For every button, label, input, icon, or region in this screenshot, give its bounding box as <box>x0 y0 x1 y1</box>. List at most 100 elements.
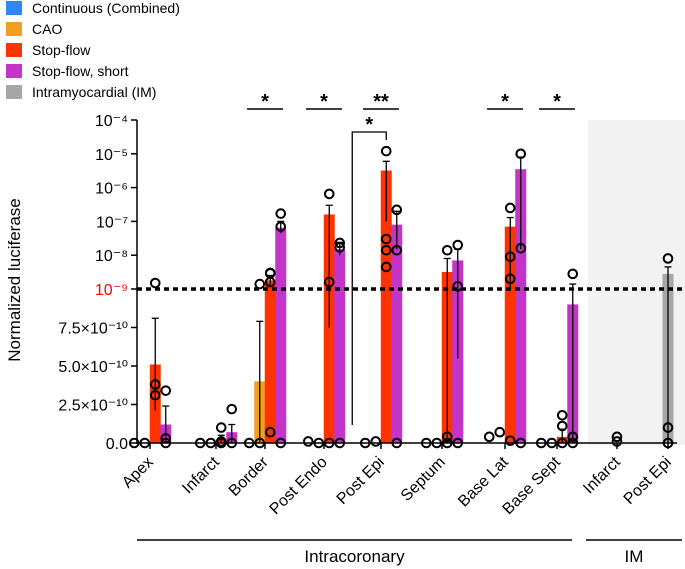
legend-item-stop-flow-short: Stop-flow, short <box>6 63 129 79</box>
data-point <box>264 268 276 279</box>
x-tick-label: Apex <box>119 454 157 492</box>
data-point <box>515 243 527 254</box>
data-point <box>611 431 623 443</box>
data-point <box>494 426 506 438</box>
data-point <box>149 379 161 390</box>
group-label: IM <box>625 547 644 566</box>
data-point <box>264 426 276 438</box>
data-point <box>302 436 314 447</box>
data-point <box>556 420 568 432</box>
x-tick-label: Base Sept <box>500 453 565 518</box>
y-axis: 0.0 2.5×10⁻¹⁰ 5.0×10⁻¹⁰ 7.5×10⁻¹⁰ 10⁻⁸ 10⁻⁷ 10… <box>58 113 138 453</box>
data-point <box>226 403 238 415</box>
significance-layer: * * **** * <box>247 91 575 425</box>
data-point <box>370 436 382 447</box>
data-point <box>275 208 287 219</box>
data-point <box>504 435 516 446</box>
x-tick-label: Post Epi <box>621 454 675 508</box>
data-point <box>483 431 495 443</box>
legend-label: Intramyocardial (IM) <box>32 84 157 100</box>
legend-item-stop-flow: Stop-flow <box>6 42 90 58</box>
x-tick-label: Infarct <box>580 453 624 497</box>
y-axis-label: Normalized luciferase <box>5 198 24 361</box>
threshold-label: 10⁻⁹ <box>95 282 128 299</box>
data-point <box>391 204 403 216</box>
group-labels-layer: Intracoronary IM <box>137 539 682 566</box>
legend-label: Stop-flow <box>32 42 91 58</box>
legend-swatch-continuous <box>6 1 22 15</box>
data-point <box>149 277 161 289</box>
legend-swatch-stop-flow-short <box>6 64 22 78</box>
data-point <box>380 233 392 245</box>
significance-label: * <box>261 91 269 113</box>
data-point <box>441 244 453 256</box>
legend-swatch-im <box>6 85 22 99</box>
data-point <box>567 431 579 443</box>
legend-item-im: Intramyocardial (IM) <box>6 84 156 100</box>
legend-label: Continuous (Combined) <box>32 0 180 16</box>
x-tick-label: Post Endo <box>267 454 331 518</box>
bar <box>275 227 287 443</box>
bar <box>380 170 392 443</box>
data-point <box>504 202 516 214</box>
data-point <box>452 281 464 292</box>
x-tick-label: Post Epi <box>334 454 388 508</box>
bar <box>323 214 335 443</box>
data-point <box>556 409 568 421</box>
data-point <box>662 422 674 433</box>
bar <box>504 226 516 443</box>
y-tick-label: 10⁻⁵ <box>95 147 128 164</box>
data-point <box>441 431 453 443</box>
data-point <box>254 278 266 290</box>
bar <box>264 280 276 443</box>
data-point <box>149 389 161 401</box>
legend-swatch-cao <box>6 22 22 36</box>
data-point <box>323 276 335 288</box>
data-point <box>160 385 172 396</box>
x-tick-label: Infarct <box>179 453 223 497</box>
x-tick-label: Septum <box>398 454 449 505</box>
data-point <box>662 253 674 264</box>
legend-item-cao: CAO <box>6 21 62 37</box>
data-point <box>452 239 464 251</box>
significance-label: * <box>365 114 373 136</box>
bar <box>515 169 527 443</box>
bar <box>391 224 403 443</box>
y-tick-label: 10⁻⁸ <box>95 248 128 265</box>
error-bars-layer <box>137 156 685 443</box>
significance-label: * <box>501 91 509 113</box>
data-point <box>391 244 403 256</box>
y-tick-label: 7.5×10⁻¹⁰ <box>58 321 128 338</box>
y-tick-label: 0.0 <box>106 436 128 453</box>
data-point <box>323 188 335 200</box>
y-tick-label: 2.5×10⁻¹⁰ <box>58 398 128 415</box>
data-point <box>380 145 392 157</box>
y-tick-label: 10⁻⁴ <box>95 113 128 130</box>
legend-label: CAO <box>32 21 63 37</box>
y-tick-label: 10⁻⁷ <box>96 214 128 231</box>
data-point <box>334 242 346 253</box>
significance-label: ** <box>373 91 389 113</box>
data-point <box>504 273 516 285</box>
data-point <box>380 244 392 256</box>
legend-swatch-stop-flow <box>6 43 22 57</box>
data-point <box>275 221 287 232</box>
significance-label: * <box>553 91 561 113</box>
legend-label: Stop-flow, short <box>32 63 129 79</box>
significance-label: * <box>320 91 328 113</box>
data-point <box>504 251 516 263</box>
data-point <box>215 422 227 433</box>
legend-item-continuous: Continuous (Combined) <box>6 0 180 16</box>
bar <box>334 249 346 443</box>
y-tick-label: 10⁻⁶ <box>95 181 128 198</box>
y-tick-label: 5.0×10⁻¹⁰ <box>58 359 128 376</box>
significance-bracket <box>351 131 387 425</box>
x-tick-label: Border <box>226 453 272 499</box>
data-point <box>515 148 527 160</box>
data-point <box>567 268 579 280</box>
data-point <box>380 261 392 273</box>
group-label: Intracoronary <box>304 547 405 566</box>
data-point <box>334 237 346 249</box>
